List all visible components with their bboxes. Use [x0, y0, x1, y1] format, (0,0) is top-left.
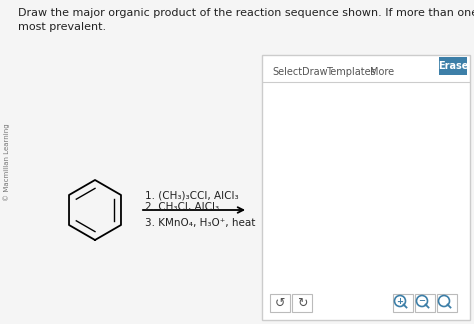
FancyBboxPatch shape — [292, 294, 312, 312]
Text: Draw: Draw — [302, 67, 328, 77]
Text: Templates: Templates — [326, 67, 376, 77]
Text: Select: Select — [272, 67, 302, 77]
Text: 1. (CH₃)₃CCl, AlCl₃: 1. (CH₃)₃CCl, AlCl₃ — [145, 190, 238, 200]
Text: 2. CH₃Cl, AlCl₃: 2. CH₃Cl, AlCl₃ — [145, 202, 219, 212]
Text: −: − — [419, 296, 426, 306]
FancyBboxPatch shape — [270, 294, 290, 312]
Text: Draw the major organic product of the reaction sequence shown. If more than one : Draw the major organic product of the re… — [18, 8, 474, 18]
FancyBboxPatch shape — [393, 294, 413, 312]
Text: Erase: Erase — [438, 61, 468, 71]
Text: More: More — [370, 67, 394, 77]
FancyBboxPatch shape — [439, 57, 467, 75]
Text: 3. KMnO₄, H₃O⁺, heat: 3. KMnO₄, H₃O⁺, heat — [145, 218, 255, 228]
Text: most prevalent.: most prevalent. — [18, 22, 106, 32]
Text: +: + — [396, 296, 403, 306]
Text: ↺: ↺ — [275, 296, 285, 309]
FancyBboxPatch shape — [262, 55, 470, 320]
FancyBboxPatch shape — [437, 294, 457, 312]
Text: © Macmillan Learning: © Macmillan Learning — [4, 123, 10, 201]
Text: ↻: ↻ — [297, 296, 307, 309]
FancyBboxPatch shape — [415, 294, 435, 312]
